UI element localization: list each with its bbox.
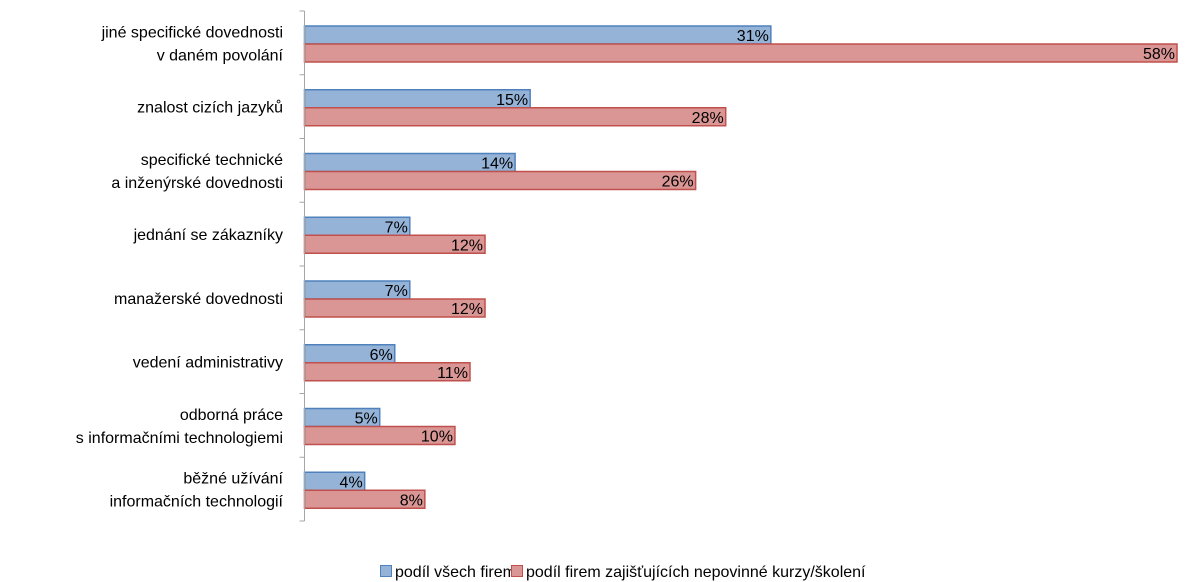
bar-series-2 [303, 107, 727, 127]
data-label: 11% [437, 365, 468, 382]
category-label-line: s informačními technologiemi [76, 430, 283, 447]
category-label-line: odborná práce [180, 407, 283, 424]
legend-label-series-2: podíl firem zajišťujících nepovinné kurz… [526, 564, 866, 581]
data-label: 12% [451, 237, 483, 254]
category-label: jiné specifické dovednosti v daném povolá… [101, 24, 284, 64]
data-label: 10% [421, 429, 453, 446]
legend-swatch-series-1 [380, 565, 392, 577]
legend-swatch-series-2 [511, 565, 523, 577]
data-label: 6% [370, 347, 393, 364]
data-label: 12% [451, 301, 483, 318]
category-label-line: manažerské dovednosti [114, 291, 283, 308]
bar-chart: jiné specifické dovednosti v daném povolá… [76, 10, 1178, 522]
data-label: 7% [385, 283, 408, 300]
category-label-line: specifické technické [141, 152, 283, 169]
category-axis [299, 10, 305, 522]
category-label: běžné užívání informačních technologií [110, 471, 284, 511]
category-label-line: jednání se zákazníky [133, 227, 283, 244]
category-label: jednání se zákazníky [133, 227, 283, 244]
category-label-line: v daném povolání [157, 47, 284, 64]
category-label-line: běžné užívání [183, 471, 283, 488]
category-label-line: jiné specifické dovednosti [101, 24, 283, 41]
category-label: specifické technické a inženýrské dovedno… [111, 152, 283, 192]
bar-series-1 [303, 25, 772, 45]
category-label: vedení administrativy [133, 355, 283, 372]
legend: podíl všech firem podíl firem zajišťujíc… [0, 563, 1190, 582]
bar-series-2 [303, 43, 1178, 63]
data-label: 58% [1143, 46, 1175, 63]
data-label: 28% [692, 110, 724, 127]
category-labels: jiné specifické dovednosti v daném povolá… [76, 24, 284, 510]
legend-item-series-1: podíl všech firem [380, 563, 516, 582]
category-label-line: informačních technologií [110, 494, 284, 511]
data-labels: 31% 58% 15% 28% 14% 26% 7% 12% 7% 12% 6% 11% 5% 10% 4%… [340, 28, 1175, 509]
data-label: 4% [340, 474, 363, 491]
category-label: znalost cizích jazyků [137, 99, 283, 117]
category-label: odborná práce s informačními technologiem… [76, 407, 283, 447]
legend-label-series-1: podíl všech firem [395, 564, 516, 581]
category-label-line: vedení administrativy [133, 355, 283, 372]
category-label-line: znalost cizích jazyků [137, 99, 283, 117]
data-label: 7% [385, 219, 408, 236]
data-label: 14% [481, 156, 513, 173]
data-label: 15% [496, 92, 528, 109]
legend-item-series-2: podíl firem zajišťujících nepovinné kurz… [511, 563, 866, 582]
data-label: 31% [737, 28, 769, 45]
bar-series-2 [303, 170, 697, 191]
category-label: manažerské dovednosti [114, 291, 283, 308]
data-label: 26% [662, 174, 694, 191]
category-label-line: a inženýrské dovednosti [111, 175, 283, 192]
data-label: 5% [355, 411, 378, 428]
data-label: 8% [400, 492, 423, 509]
